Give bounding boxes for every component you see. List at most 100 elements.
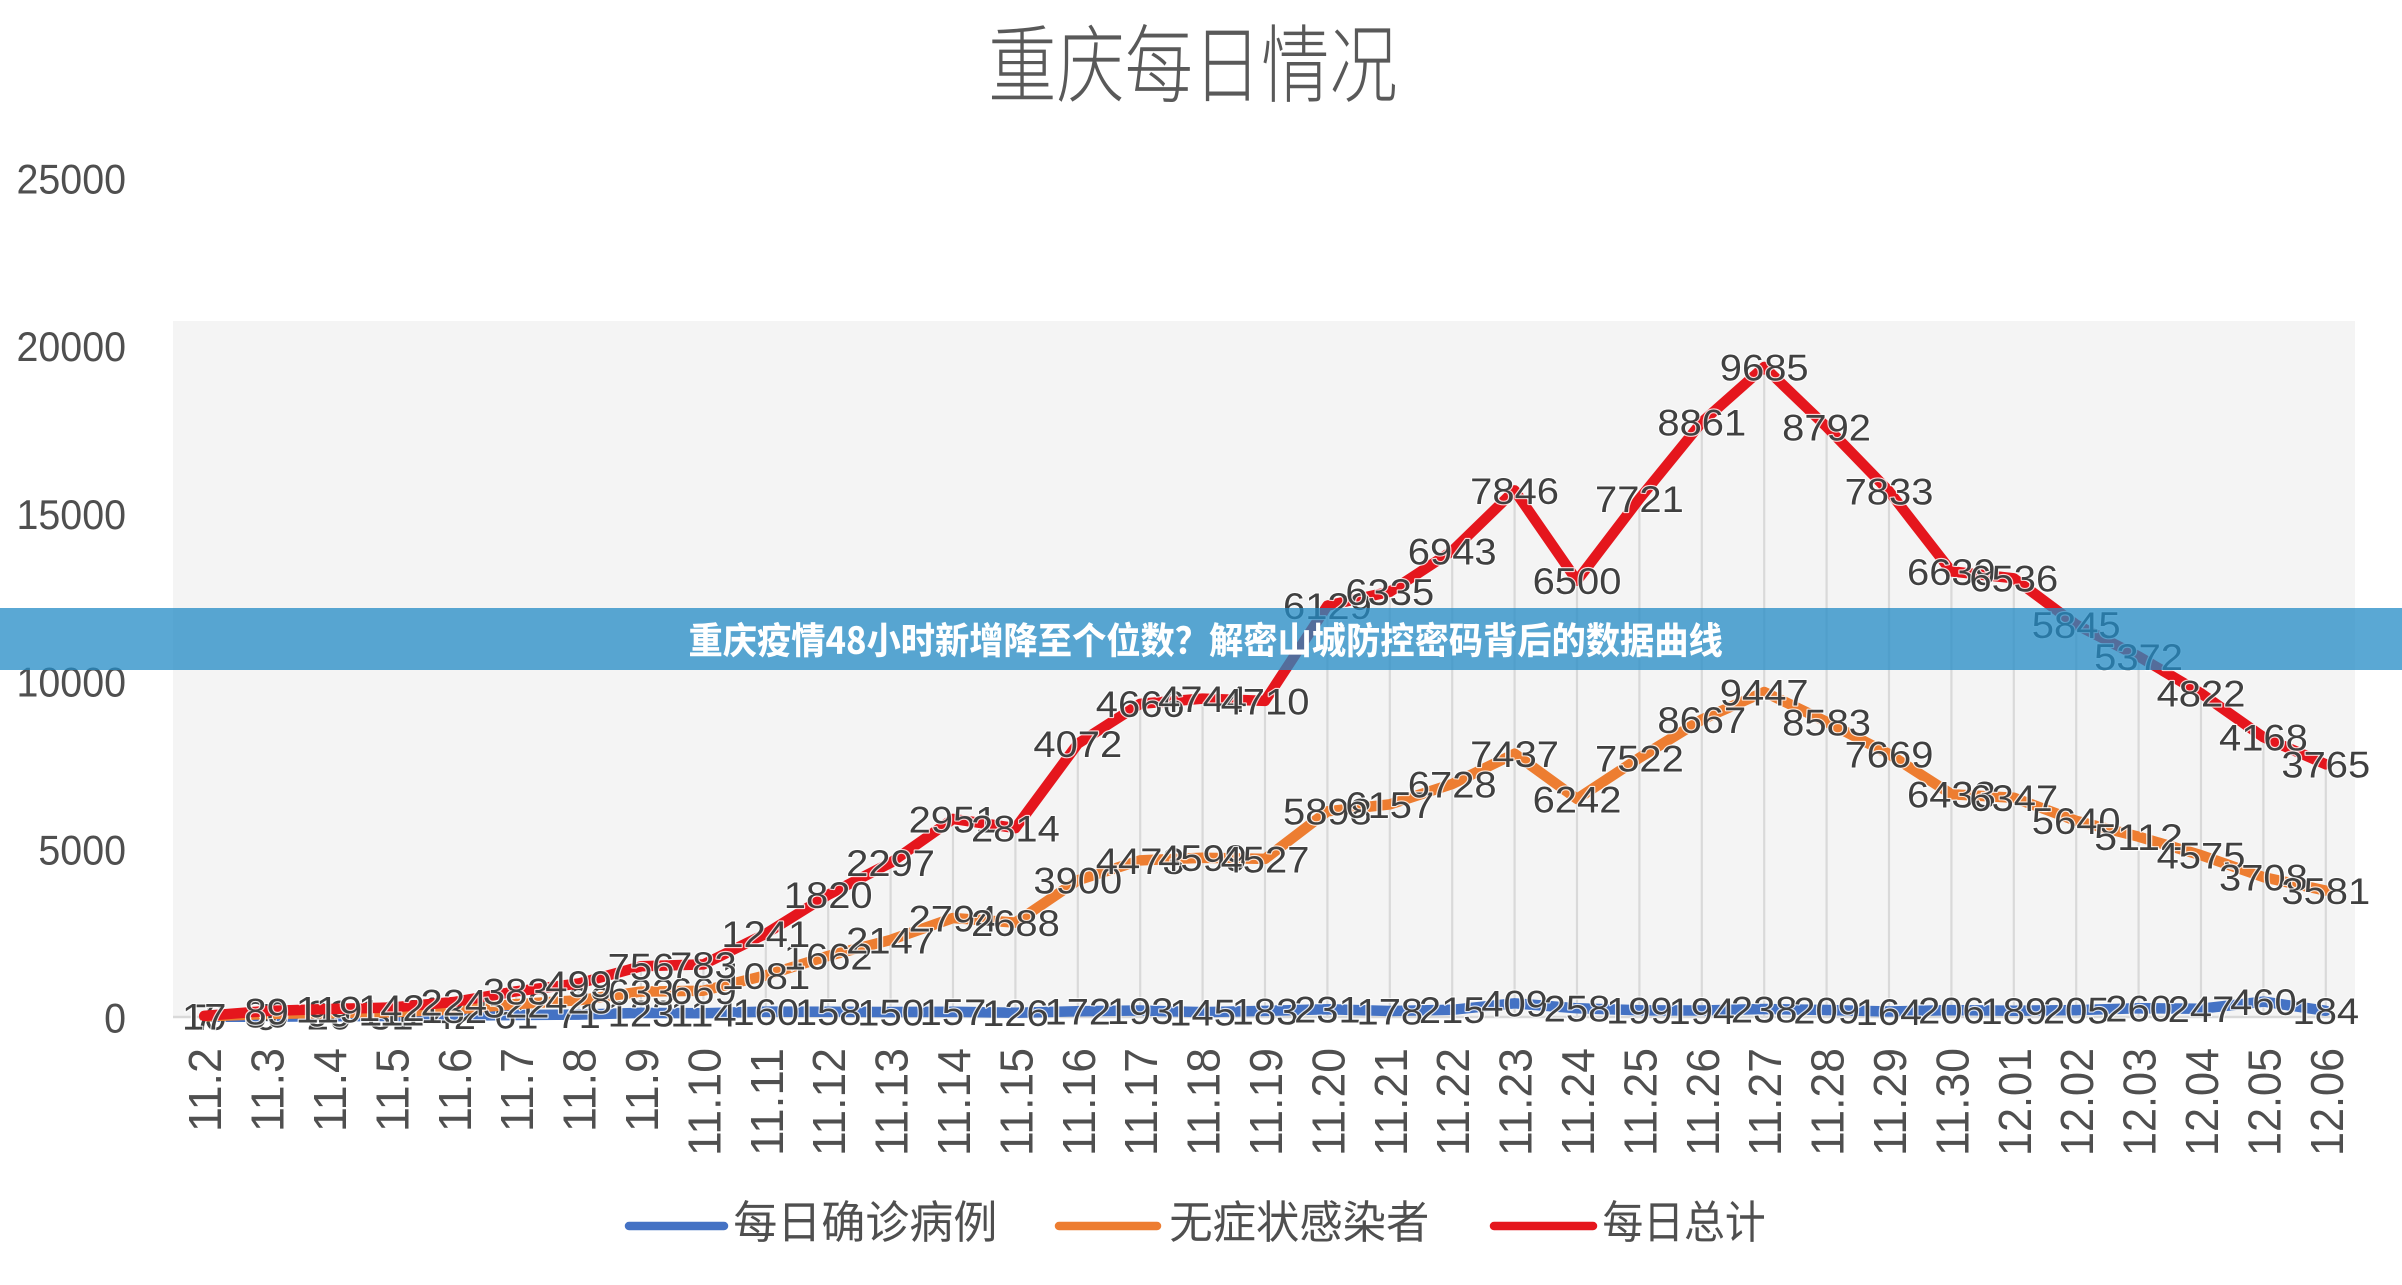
svg-text:258: 258 — [1544, 989, 1611, 1030]
svg-text:205: 205 — [2043, 991, 2110, 1032]
svg-text:11.30: 11.30 — [1926, 1048, 1978, 1156]
svg-text:178: 178 — [1357, 991, 1424, 1032]
svg-text:25000: 25000 — [17, 155, 127, 202]
svg-text:11.8: 11.8 — [554, 1048, 606, 1132]
svg-text:8792: 8792 — [1782, 407, 1871, 448]
svg-text:11.22: 11.22 — [1427, 1048, 1479, 1156]
svg-text:17: 17 — [182, 996, 226, 1037]
svg-text:11.5: 11.5 — [366, 1048, 418, 1132]
svg-text:11.18: 11.18 — [1178, 1048, 1230, 1156]
svg-text:247: 247 — [2168, 989, 2235, 1030]
svg-text:7833: 7833 — [1845, 472, 1934, 513]
svg-text:15000: 15000 — [17, 491, 127, 538]
svg-text:12.02: 12.02 — [2051, 1048, 2103, 1156]
svg-text:11.4: 11.4 — [304, 1048, 356, 1132]
svg-text:5112: 5112 — [2094, 817, 2183, 858]
svg-text:4575: 4575 — [2157, 836, 2246, 877]
svg-text:1662: 1662 — [784, 936, 873, 977]
svg-text:8667: 8667 — [1657, 700, 1746, 741]
svg-text:260: 260 — [2105, 989, 2172, 1030]
svg-text:3708: 3708 — [2219, 858, 2308, 899]
svg-text:6157: 6157 — [1345, 785, 1434, 826]
svg-text:6639: 6639 — [1907, 552, 1996, 593]
svg-text:11.15: 11.15 — [990, 1048, 1042, 1156]
svg-text:9685: 9685 — [1720, 347, 1809, 388]
svg-text:11.7: 11.7 — [491, 1048, 543, 1132]
svg-text:206: 206 — [1918, 991, 1985, 1032]
svg-text:114: 114 — [670, 994, 737, 1035]
svg-text:126: 126 — [982, 993, 1049, 1034]
svg-text:7846: 7846 — [1470, 471, 1559, 512]
svg-text:460: 460 — [2230, 982, 2297, 1023]
svg-text:9447: 9447 — [1720, 672, 1809, 713]
svg-text:4072: 4072 — [1033, 724, 1122, 765]
svg-text:4599: 4599 — [1158, 838, 1247, 879]
svg-text:2951: 2951 — [909, 799, 998, 840]
svg-text:7522: 7522 — [1595, 738, 1684, 779]
svg-text:11.12: 11.12 — [803, 1048, 855, 1156]
svg-text:3581: 3581 — [2281, 871, 2370, 912]
svg-text:12.03: 12.03 — [2114, 1048, 2166, 1156]
svg-text:4666: 4666 — [1096, 684, 1185, 725]
svg-text:12.01: 12.01 — [1989, 1048, 2041, 1156]
svg-text:215: 215 — [1419, 990, 1486, 1031]
svg-text:157: 157 — [920, 992, 987, 1033]
svg-text:11.10: 11.10 — [678, 1048, 730, 1156]
svg-text:183: 183 — [1232, 991, 1299, 1032]
svg-text:150: 150 — [857, 992, 924, 1033]
svg-text:6500: 6500 — [1533, 561, 1622, 602]
svg-text:11.2: 11.2 — [179, 1048, 231, 1132]
svg-text:383: 383 — [483, 972, 550, 1013]
svg-text:5000: 5000 — [38, 827, 126, 874]
svg-text:669: 669 — [670, 971, 737, 1012]
svg-text:160: 160 — [733, 992, 800, 1033]
svg-text:6536: 6536 — [1969, 559, 2058, 600]
svg-text:6335: 6335 — [1345, 572, 1434, 613]
svg-text:11.19: 11.19 — [1240, 1048, 1292, 1156]
svg-text:11.23: 11.23 — [1490, 1048, 1542, 1156]
svg-text:7437: 7437 — [1470, 734, 1559, 775]
svg-text:11.24: 11.24 — [1552, 1048, 1604, 1156]
svg-text:20000: 20000 — [17, 323, 127, 370]
svg-text:11.3: 11.3 — [242, 1048, 294, 1132]
svg-text:238: 238 — [1731, 989, 1798, 1030]
svg-text:199: 199 — [1606, 991, 1673, 1032]
svg-text:189: 189 — [1981, 991, 2048, 1032]
svg-text:3765: 3765 — [2281, 745, 2370, 786]
svg-text:6433: 6433 — [1907, 775, 1996, 816]
svg-text:5640: 5640 — [2032, 801, 2121, 842]
svg-text:11.6: 11.6 — [429, 1048, 481, 1132]
svg-text:3900: 3900 — [1033, 861, 1122, 902]
svg-text:11.27: 11.27 — [1739, 1048, 1791, 1156]
svg-text:4710: 4710 — [1221, 681, 1310, 722]
svg-text:231: 231 — [1294, 990, 1361, 1031]
svg-text:756: 756 — [608, 947, 675, 988]
svg-text:11.13: 11.13 — [866, 1048, 918, 1156]
svg-text:2814: 2814 — [971, 809, 1060, 850]
svg-text:11.29: 11.29 — [1864, 1048, 1916, 1156]
svg-text:11.9: 11.9 — [616, 1048, 668, 1132]
svg-text:4473: 4473 — [1096, 841, 1185, 882]
svg-text:89: 89 — [244, 991, 288, 1032]
svg-text:2297: 2297 — [846, 843, 935, 884]
svg-text:2147: 2147 — [846, 920, 935, 961]
svg-text:11.14: 11.14 — [928, 1048, 980, 1156]
svg-text:7721: 7721 — [1595, 479, 1684, 520]
svg-text:145: 145 — [1169, 993, 1236, 1034]
svg-text:119: 119 — [296, 989, 363, 1030]
svg-text:409: 409 — [1481, 984, 1548, 1025]
svg-text:1820: 1820 — [784, 875, 873, 916]
svg-text:11.17: 11.17 — [1115, 1048, 1167, 1156]
svg-text:2794: 2794 — [909, 898, 998, 939]
svg-text:164: 164 — [1856, 992, 1923, 1033]
svg-text:4527: 4527 — [1221, 839, 1310, 880]
svg-text:172: 172 — [1045, 992, 1112, 1033]
svg-text:142: 142 — [358, 988, 425, 1029]
svg-text:2688: 2688 — [971, 903, 1060, 944]
svg-text:11.21: 11.21 — [1365, 1048, 1417, 1156]
svg-text:1081: 1081 — [721, 956, 810, 997]
svg-text:11.28: 11.28 — [1802, 1048, 1854, 1156]
svg-text:6943: 6943 — [1408, 531, 1497, 572]
svg-text:8861: 8861 — [1657, 403, 1746, 444]
svg-text:6347: 6347 — [1969, 778, 2058, 819]
